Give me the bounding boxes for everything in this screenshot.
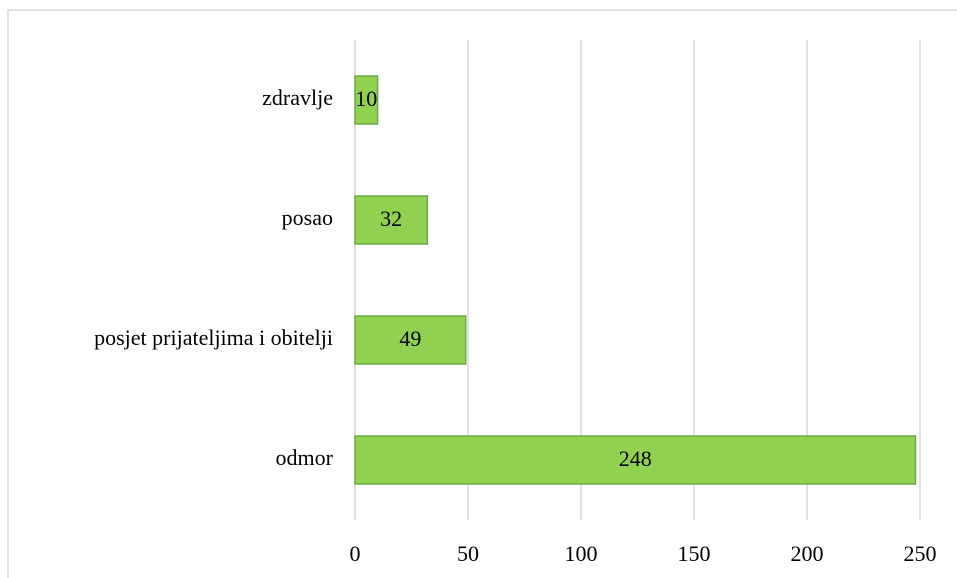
data-label: 32 (380, 206, 402, 231)
bar (354, 435, 917, 485)
bar (354, 75, 379, 125)
data-label: 49 (399, 326, 421, 351)
x-tick-label: 250 (904, 541, 937, 566)
x-tick-label: 200 (791, 541, 824, 566)
x-tick-label: 50 (457, 541, 479, 566)
data-label: 10 (355, 86, 377, 111)
y-tick-label: posjet prijateljima i obitelji (94, 325, 333, 350)
x-tick-label: 100 (565, 541, 598, 566)
x-tick-label: 150 (678, 541, 711, 566)
y-tick-label: zdravlje (262, 85, 333, 110)
y-tick-label: posao (282, 205, 333, 230)
bar (354, 195, 429, 245)
chart-frame (7, 9, 957, 578)
data-label: 248 (619, 446, 652, 471)
bar (354, 315, 467, 365)
x-tick-label: 0 (350, 541, 361, 566)
y-tick-label: odmor (276, 445, 334, 470)
